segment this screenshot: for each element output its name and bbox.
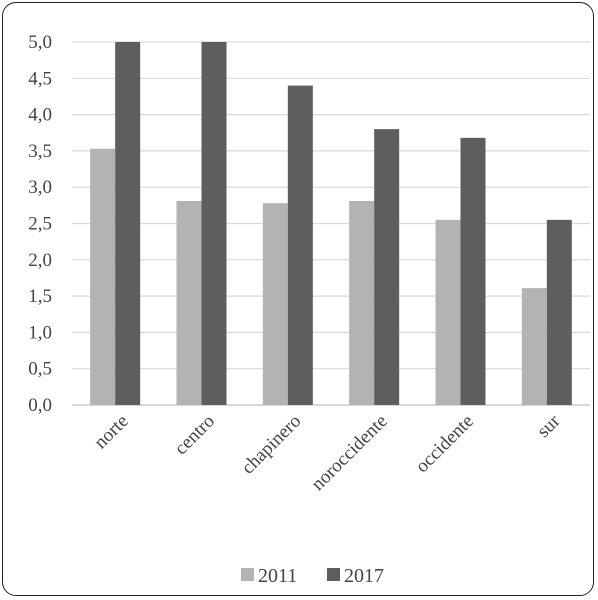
category-label: centro xyxy=(171,411,219,459)
y-tick-label: 3,0 xyxy=(28,177,52,198)
bar-2011-norte xyxy=(90,148,116,406)
bar-2011-noroccidente xyxy=(349,200,375,405)
bar-2011-chapinero xyxy=(262,203,288,405)
category-label: noroccidente xyxy=(307,411,391,495)
bar-2011-occidente xyxy=(435,219,461,405)
x-axis-categories: norte centro chapinero noroccidente occident… xyxy=(90,410,565,495)
legend-swatch xyxy=(241,568,254,581)
bar-2017-noroccidente xyxy=(374,129,400,405)
y-tick-label: 0,0 xyxy=(28,395,52,416)
category-label: norte xyxy=(90,411,132,453)
y-tick-label: 2,0 xyxy=(28,250,52,271)
legend-swatch xyxy=(327,568,340,581)
y-tick-label: 4,5 xyxy=(28,68,52,89)
bar-2017-occidente xyxy=(460,137,486,405)
bar-2017-sur xyxy=(546,219,572,405)
y-tick-label: 2,5 xyxy=(28,214,52,235)
category-label: chapinero xyxy=(238,411,306,479)
legend: 2011 2017 xyxy=(241,565,384,587)
bar-2017-centro xyxy=(201,42,227,405)
y-tick-label: 1,0 xyxy=(28,322,52,343)
y-tick-label: 5,0 xyxy=(28,32,52,53)
bar-2011-centro xyxy=(176,200,202,405)
bar-2017-norte xyxy=(115,42,141,405)
y-tick-label: 4,0 xyxy=(28,105,52,126)
y-tick-label: 1,5 xyxy=(28,286,52,307)
y-axis-ticks: 0,0 0,5 1,0 1,5 2,0 2,5 3,0 3,5 4,0 4,5 5,0 xyxy=(28,32,52,416)
bars xyxy=(90,42,572,406)
category-label: sur xyxy=(533,410,565,442)
legend-label: 2017 xyxy=(344,565,384,587)
bar-2011-sur xyxy=(521,288,547,405)
y-tick-label: 0,5 xyxy=(28,359,52,380)
bar-2017-chapinero xyxy=(287,85,313,405)
category-label: occidente xyxy=(412,411,478,477)
y-tick-label: 3,5 xyxy=(28,141,52,162)
legend-label: 2011 xyxy=(258,565,297,587)
gridlines xyxy=(72,41,590,406)
